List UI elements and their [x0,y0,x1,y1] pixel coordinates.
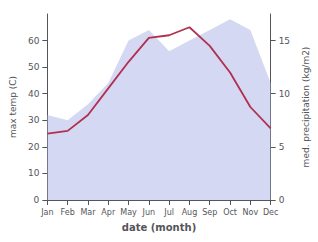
svg-text:Dec: Dec [263,208,278,217]
svg-text:30: 30 [28,115,40,125]
svg-text:Jun: Jun [142,208,156,217]
svg-text:Oct: Oct [223,208,237,217]
svg-text:Nov: Nov [243,208,259,217]
svg-text:Feb: Feb [61,208,75,217]
svg-text:50: 50 [28,62,40,72]
svg-text:max temp (C): max temp (C) [8,76,18,138]
svg-text:10: 10 [279,89,291,99]
svg-text:0: 0 [279,195,285,205]
svg-text:0: 0 [34,195,40,205]
svg-text:Jul: Jul [163,208,174,217]
svg-text:Mar: Mar [80,208,96,217]
svg-text:60: 60 [28,36,40,46]
svg-text:40: 40 [28,89,40,99]
svg-text:Jan: Jan [40,208,53,217]
svg-text:May: May [120,208,137,217]
svg-text:Apr: Apr [101,208,116,217]
svg-text:15: 15 [279,36,290,46]
svg-text:5: 5 [279,142,285,152]
svg-text:Sep: Sep [202,208,217,217]
svg-text:20: 20 [28,142,40,152]
svg-text:Aug: Aug [182,208,198,217]
svg-text:10: 10 [28,168,40,178]
svg-text:med. precipitation (kg/m2): med. precipitation (kg/m2) [301,47,311,168]
svg-text:date (month): date (month) [122,222,196,233]
